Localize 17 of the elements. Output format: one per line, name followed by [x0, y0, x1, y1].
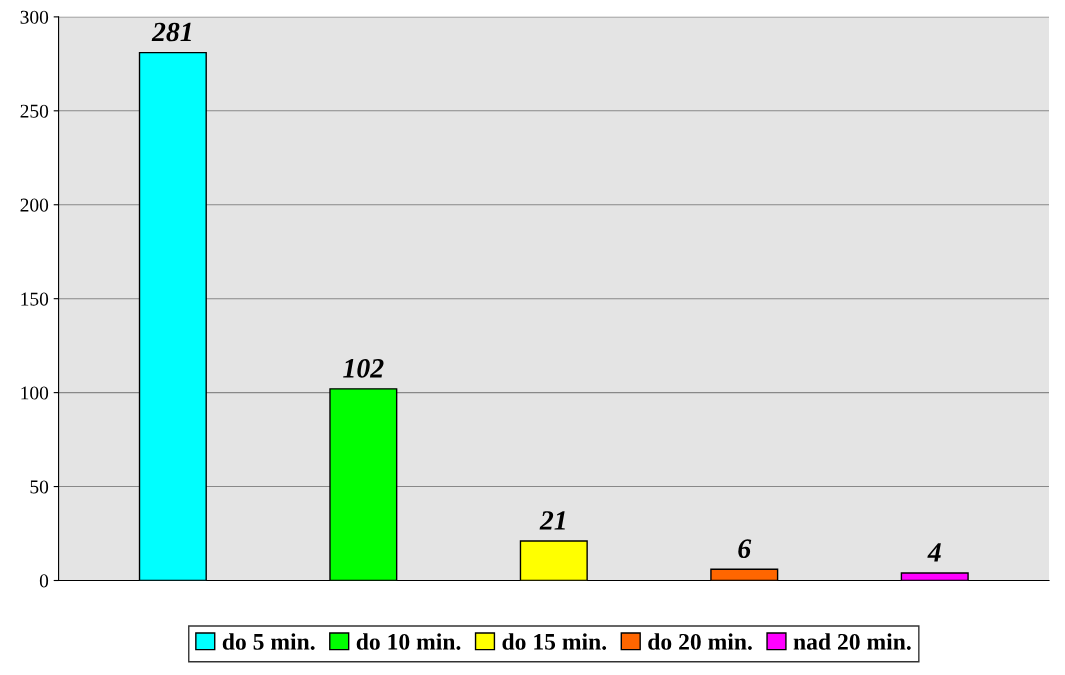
- y-tick-label: 300: [20, 10, 49, 24]
- y-tick-label: 150: [21, 292, 49, 306]
- y-tick-label: 0: [39, 574, 49, 588]
- y-tick-label: 100: [21, 386, 49, 400]
- data-label: 6: [738, 539, 752, 559]
- data-label: 4: [927, 543, 941, 562]
- y-tick-label: 50: [30, 480, 49, 494]
- data-label: 102: [343, 358, 384, 378]
- data-label: 281: [151, 22, 191, 42]
- y-tick-label: 200: [20, 198, 49, 212]
- legend-label: do 5 min.: [222, 633, 315, 650]
- legend-label: nad 20 min.: [793, 633, 911, 650]
- legend-label: do 15 min.: [502, 633, 607, 650]
- legend-label: do 10 min.: [356, 633, 461, 650]
- data-label: 21: [539, 511, 565, 530]
- y-tick-label: 250: [20, 104, 49, 118]
- legend-label: do 20 min.: [648, 633, 752, 650]
